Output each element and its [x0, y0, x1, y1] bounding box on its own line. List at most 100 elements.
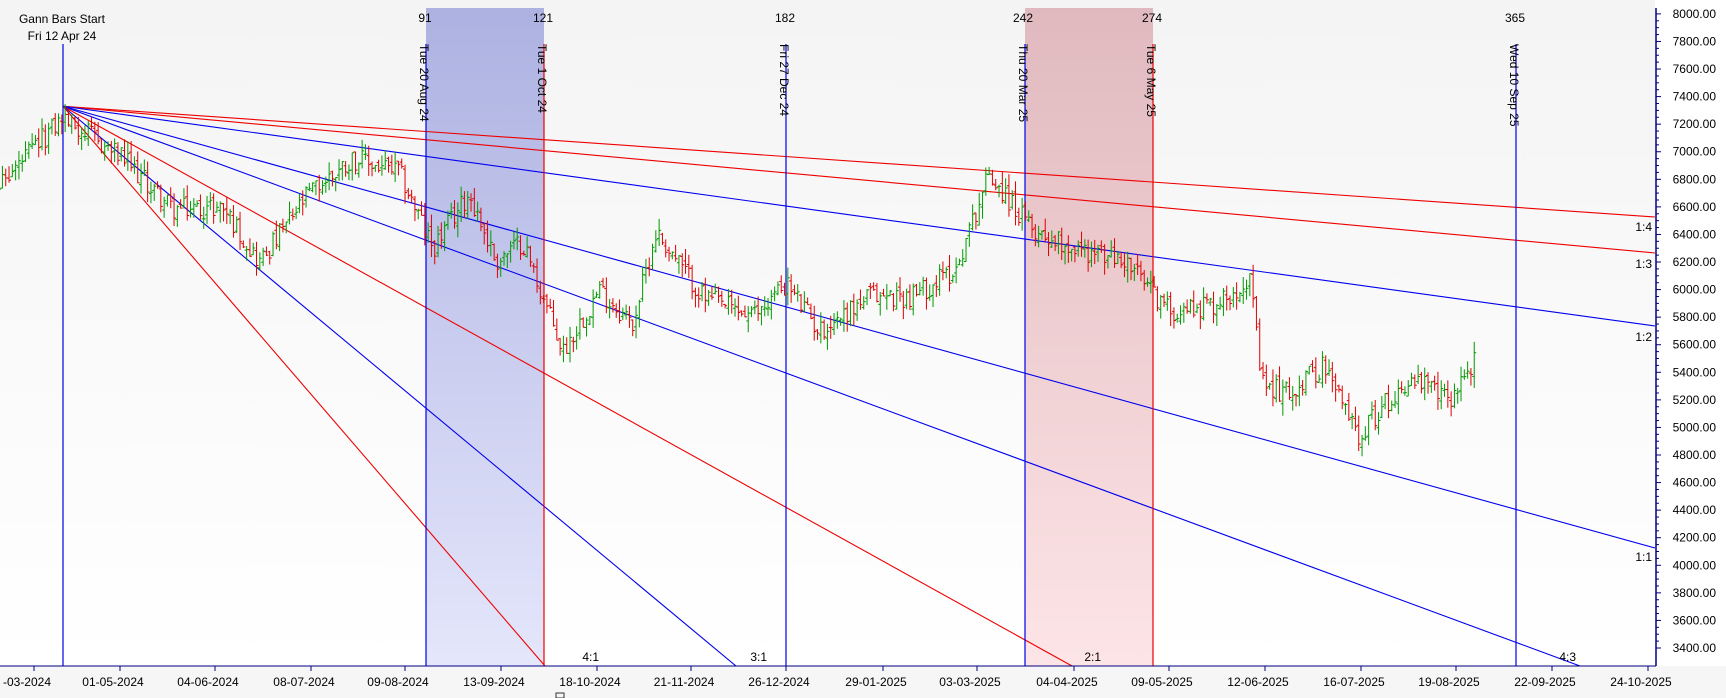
ohlc-bar [472, 188, 477, 217]
ohlc-bar [762, 296, 767, 317]
ohlc-bar [478, 207, 483, 232]
y-tick-label: 3800.00 [1673, 586, 1717, 600]
ohlc-bar [1297, 375, 1302, 407]
ohlc-bar [607, 298, 612, 319]
ohlc-bar [313, 180, 318, 196]
ohlc-bar [1013, 181, 1018, 226]
x-tick-label: 26-12-2024 [748, 675, 810, 689]
ohlc-bar [66, 108, 71, 127]
ohlc-bar [96, 122, 101, 145]
scroll-thumb[interactable] [555, 692, 565, 698]
ohlc-bar [89, 116, 94, 131]
ohlc-bar [574, 326, 579, 350]
ohlc-bar [709, 286, 714, 300]
ohlc-bar [888, 289, 893, 297]
ohlc-bar [865, 288, 870, 306]
gann-fan-line [62, 105, 1655, 549]
ohlc-bar [650, 243, 655, 270]
ohlc-bar [69, 114, 74, 134]
ohlc-bar [782, 282, 787, 296]
ohlc-bar [736, 295, 741, 321]
ohlc-bar [1333, 373, 1338, 402]
ohlc-bar [812, 305, 817, 341]
ohlc-bar [1244, 279, 1249, 300]
ohlc-bar [1076, 240, 1081, 257]
ohlc-bar [241, 240, 246, 249]
ohlc-bar [733, 298, 738, 317]
ohlc-bar [766, 298, 771, 316]
ohlc-bar [1336, 384, 1341, 393]
ohlc-bar [399, 158, 404, 169]
ohlc-bar [960, 249, 965, 267]
gann-fan-line [62, 105, 1655, 254]
ohlc-bar [1284, 381, 1289, 393]
ohlc-bar [389, 154, 394, 175]
ohlc-bar [610, 298, 615, 313]
ohlc-bar [49, 118, 54, 135]
ohlc-bar [429, 214, 434, 257]
ohlc-bar [528, 245, 533, 267]
ohlc-bar [264, 246, 269, 257]
ohlc-bar [1036, 225, 1041, 248]
ohlc-bar [554, 318, 559, 341]
ohlc-bar [970, 204, 975, 231]
ohlc-bar [894, 282, 899, 310]
ohlc-bar [861, 296, 866, 310]
x-tick-label: 18-10-2024 [559, 675, 621, 689]
ohlc-bar [1402, 386, 1407, 396]
gann-fan-ratio-label: 2:1 [1084, 650, 1101, 664]
ohlc-bar [379, 155, 384, 176]
ohlc-bar [947, 254, 952, 292]
ohlc-bar [1346, 392, 1351, 422]
ohlc-bar [7, 166, 12, 183]
ohlc-bar [201, 206, 206, 229]
ohlc-bar [442, 221, 447, 252]
ohlc-bar [749, 306, 754, 318]
ohlc-bar [366, 145, 371, 176]
ohlc-bar [36, 128, 41, 158]
ohlc-bar [492, 243, 497, 261]
x-tick-label: 08-07-2024 [273, 675, 335, 689]
ohlc-bar [1096, 244, 1101, 262]
ohlc-bar [403, 164, 408, 204]
ohlc-bar [307, 182, 312, 192]
ohlc-bar [1142, 269, 1147, 291]
ohlc-bar [693, 287, 698, 308]
ohlc-bar [937, 264, 942, 296]
ohlc-bar [538, 280, 543, 305]
ohlc-bar [1313, 357, 1318, 389]
ohlc-bar [1373, 400, 1378, 431]
ohlc-bar [891, 293, 896, 312]
ohlc-bar [1000, 171, 1005, 204]
ohlc-bar [1082, 239, 1087, 258]
ohlc-bar [1452, 383, 1457, 409]
ohlc-bar [957, 258, 962, 266]
ohlc-bar [1307, 365, 1312, 375]
ohlc-bar [1181, 302, 1186, 323]
gann-fan-ratio-label: 1:3 [1635, 257, 1652, 271]
ohlc-bar [294, 206, 299, 220]
ohlc-bar [228, 208, 233, 225]
ohlc-bar [172, 193, 177, 226]
ohlc-bar [901, 290, 906, 320]
ohlc-bar [878, 291, 883, 316]
ohlc-bar [1327, 359, 1332, 376]
ohlc-bar [310, 182, 315, 193]
ohlc-bar [267, 250, 272, 265]
ohlc-bar [436, 225, 441, 258]
ohlc-bar [287, 201, 292, 225]
ohlc-bar [997, 184, 1002, 198]
ohlc-bar [340, 161, 345, 181]
ohlc-bar [1465, 361, 1470, 379]
ohlc-bar [432, 240, 437, 265]
shaded-zone-blue [426, 8, 544, 666]
ohlc-bar [1340, 385, 1345, 410]
ohlc-bar [657, 218, 662, 247]
ohlc-bar [1300, 379, 1305, 396]
ohlc-bar [205, 196, 210, 224]
ohlc-bar [1356, 415, 1361, 452]
ohlc-bar [841, 300, 846, 332]
ohlc-bar [1257, 318, 1262, 371]
